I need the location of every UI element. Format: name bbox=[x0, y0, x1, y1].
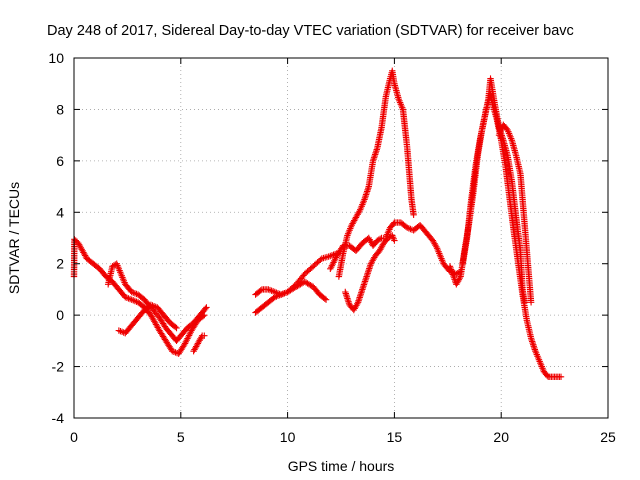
grid bbox=[74, 58, 608, 418]
y-tick-label: 6 bbox=[56, 153, 64, 169]
data-point bbox=[173, 324, 180, 332]
data-point bbox=[521, 299, 528, 306]
ticks: 0 5 10 15 20 25 -4 -2 0 2 4 6 8 10 bbox=[48, 50, 616, 445]
y-tick-label: -2 bbox=[52, 359, 65, 375]
data-point bbox=[172, 323, 179, 331]
data-series-trace-i bbox=[342, 232, 398, 314]
x-tick-label: 20 bbox=[493, 429, 509, 445]
data-point bbox=[202, 305, 209, 312]
chart-title: Day 248 of 2017, Sidereal Day-to-day VTE… bbox=[47, 23, 574, 39]
data-point bbox=[354, 300, 361, 308]
data-point bbox=[356, 208, 363, 215]
data-series-trace-e bbox=[252, 250, 340, 316]
data-point bbox=[321, 295, 328, 302]
data-point bbox=[257, 287, 264, 294]
data-point bbox=[410, 211, 417, 219]
data-series-trace-k bbox=[459, 75, 528, 306]
data-point bbox=[376, 235, 384, 243]
data-point bbox=[527, 299, 535, 306]
y-tick-label: 2 bbox=[56, 256, 64, 272]
data-point bbox=[456, 274, 463, 282]
y-tick-label: 8 bbox=[56, 101, 64, 117]
data-series-trace-l bbox=[495, 121, 535, 306]
x-axis-label: GPS time / hours bbox=[288, 458, 395, 474]
data-point bbox=[198, 334, 205, 341]
data-series-trace-f bbox=[252, 278, 330, 303]
y-tick-label: -4 bbox=[52, 410, 65, 426]
data-point bbox=[201, 332, 208, 339]
y-tick-label: 10 bbox=[48, 50, 64, 66]
y-axis-label: SDTVAR / TECUs bbox=[6, 182, 22, 294]
data-series-trace-g bbox=[335, 67, 417, 280]
data-marks bbox=[70, 67, 565, 381]
data-point bbox=[433, 243, 440, 250]
y-tick-label: 0 bbox=[56, 307, 64, 323]
plot-frame bbox=[73, 57, 609, 419]
y-tick-label: 4 bbox=[56, 204, 64, 220]
x-tick-label: 15 bbox=[387, 429, 403, 445]
data-series-trace-d bbox=[190, 332, 208, 355]
data-point bbox=[203, 304, 210, 311]
data-point bbox=[391, 237, 398, 244]
x-tick-label: 25 bbox=[600, 429, 616, 445]
x-tick-label: 10 bbox=[280, 429, 296, 445]
data-series-trace-j bbox=[446, 90, 565, 381]
x-tick-label: 0 bbox=[70, 429, 78, 445]
data-point bbox=[557, 373, 565, 381]
x-tick-label: 5 bbox=[177, 429, 185, 445]
data-series-trace-c bbox=[115, 301, 180, 337]
data-point bbox=[322, 296, 330, 303]
